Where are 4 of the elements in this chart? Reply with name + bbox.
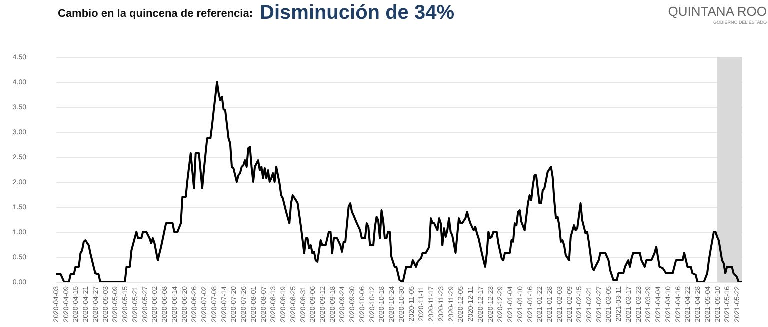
text: QUINTANA ROO	[668, 4, 767, 19]
chart-subtitle: Disminución de 34%	[260, 2, 455, 24]
line-series	[56, 81, 742, 282]
chart-title: Cambio en la quincena de referencia:	[58, 8, 254, 20]
